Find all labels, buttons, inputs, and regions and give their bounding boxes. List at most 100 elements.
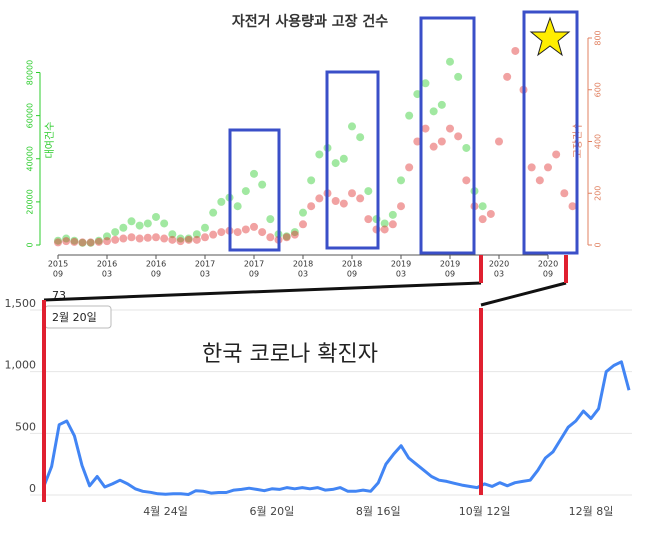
point [184, 235, 193, 244]
x-tick-label: 10월 12일 [459, 504, 511, 518]
point [299, 208, 307, 217]
point [176, 237, 185, 246]
point [127, 233, 136, 242]
y-tick-label: 40000 [26, 146, 35, 171]
star [529, 16, 571, 57]
point [241, 187, 250, 196]
point [437, 100, 446, 109]
x-tick-label: 6월 20일 [250, 504, 295, 518]
point [119, 223, 128, 232]
point [290, 228, 299, 237]
x-tick-label: 2018 [342, 260, 362, 269]
point [527, 163, 536, 172]
x-tick-label: 03 [200, 270, 210, 279]
point [397, 176, 405, 185]
x-tick-label: 09 [347, 270, 357, 279]
x-tick-label: 03 [102, 270, 112, 279]
point [143, 219, 152, 228]
point [364, 215, 373, 224]
point [331, 197, 340, 206]
x-tick-label: 03 [396, 270, 406, 279]
point [429, 142, 438, 151]
point [94, 237, 103, 246]
point [544, 163, 552, 172]
point [331, 159, 340, 168]
x-tick-label: 09 [151, 270, 161, 279]
point [364, 187, 373, 196]
point [217, 197, 226, 206]
y-tick-label: 1,500 [5, 297, 37, 310]
y-tick-label: 1,000 [5, 359, 37, 372]
x-tick-label: 2019 [440, 260, 460, 269]
point [511, 46, 520, 55]
point [495, 137, 503, 146]
line [42, 360, 631, 496]
y-tick-label: 500 [15, 420, 36, 433]
point [348, 189, 356, 198]
point [250, 222, 258, 231]
point [356, 133, 365, 142]
point [454, 132, 463, 141]
point [86, 238, 95, 247]
y2-tick-label: 600 [594, 82, 603, 97]
point [478, 215, 487, 224]
point [70, 237, 79, 246]
point [143, 233, 152, 242]
x-tick-label: 12월 8일 [569, 504, 614, 518]
y2-tick-label: 200 [594, 186, 603, 201]
point [54, 236, 62, 245]
point [78, 238, 87, 247]
point [282, 233, 291, 242]
y-tick-label: 0 [29, 482, 36, 495]
point [388, 220, 397, 229]
highlight-box [419, 16, 476, 255]
y-tick-label: 0 [26, 242, 35, 247]
point [209, 230, 218, 239]
point [552, 150, 561, 159]
point [168, 235, 177, 244]
point [94, 236, 103, 245]
point [119, 234, 128, 243]
point [282, 232, 291, 241]
point [429, 107, 438, 116]
chart-title: 자전거 사용량과 고장 건수 [232, 13, 388, 30]
x-tick-label: 03 [298, 270, 308, 279]
point [380, 225, 389, 234]
connector [43, 281, 482, 302]
point [135, 234, 144, 243]
point [299, 220, 307, 229]
x-tick-label: 2018 [293, 260, 313, 269]
point [217, 228, 226, 237]
point [446, 124, 454, 133]
point [62, 237, 71, 246]
x-tick-label: 2017 [195, 260, 215, 269]
point [160, 234, 169, 243]
x-tick-label: 03 [494, 270, 504, 279]
y2-tick-label: 800 [594, 30, 603, 45]
point [397, 202, 405, 211]
point [233, 228, 242, 237]
point [103, 237, 111, 246]
point [258, 228, 267, 237]
point [103, 232, 111, 241]
point [152, 233, 160, 242]
x-tick-label: 09 [543, 270, 553, 279]
point [127, 217, 136, 226]
point [446, 57, 454, 66]
x-tick-label: 2017 [244, 260, 264, 269]
point [405, 163, 414, 172]
y-tick-label: 80000 [26, 60, 35, 85]
point [413, 90, 422, 99]
connector [480, 281, 567, 307]
x-tick-label: 09 [249, 270, 259, 279]
point [454, 72, 463, 81]
point [78, 238, 87, 247]
y-axis-label: 대여건수 [44, 122, 56, 159]
point [233, 202, 242, 211]
x-tick-label: 2016 [146, 260, 166, 269]
point [307, 202, 316, 211]
point [70, 236, 79, 245]
point [152, 212, 160, 221]
point [339, 199, 348, 208]
